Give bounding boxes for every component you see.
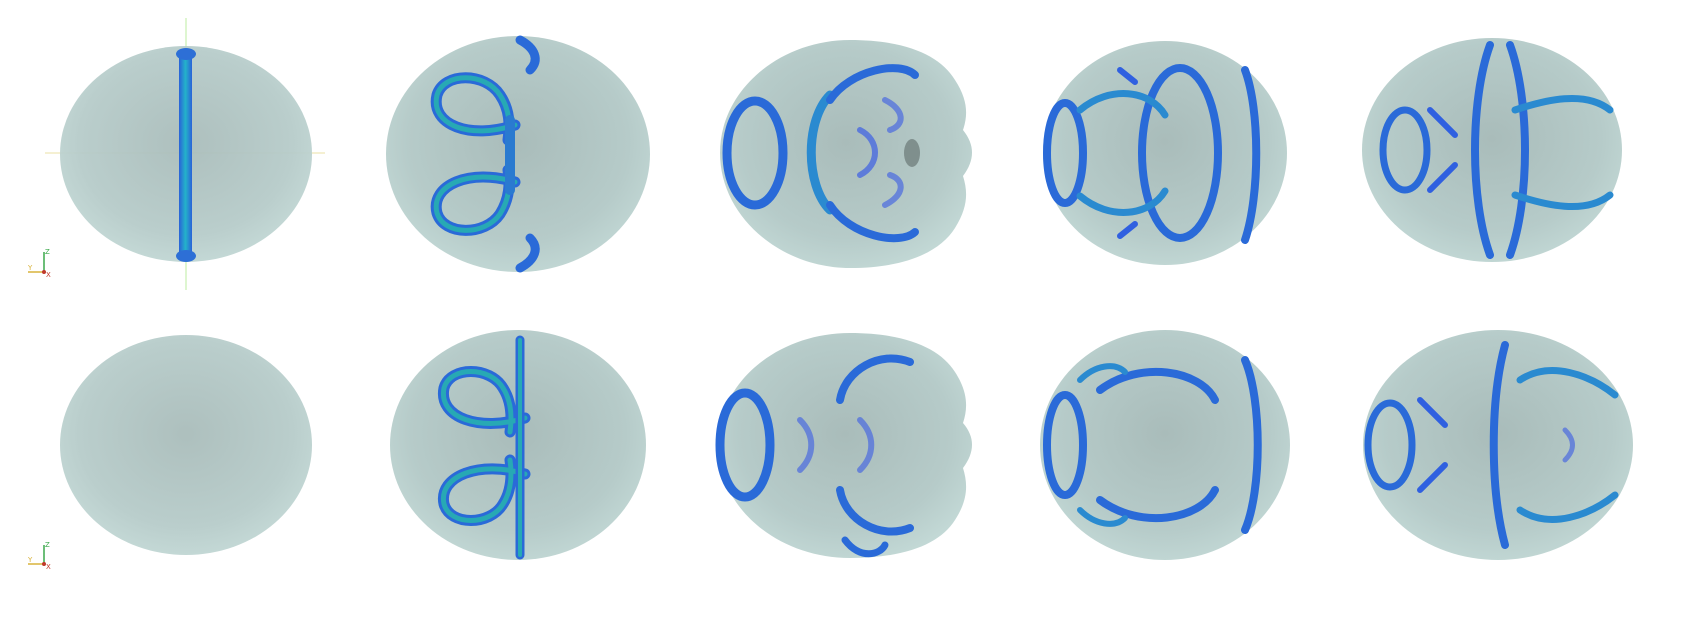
vortex-arc-upper-right [1516, 367, 1619, 399]
vortex-hook-top [515, 35, 540, 75]
droplet-shell [720, 40, 972, 268]
vortex-ring-left [1043, 391, 1087, 499]
vortex-filament-2 [882, 97, 904, 133]
orientation-triad-row2: Z Y X [27, 541, 51, 571]
vortex-ring-left [715, 388, 775, 502]
vortex-ring-cap-bottom [176, 250, 196, 262]
droplet-shell [1363, 330, 1633, 560]
vortex-arc-lower-left [1077, 507, 1128, 527]
droplet-shell [1040, 330, 1290, 560]
vortex-filament-1 [1417, 397, 1448, 428]
droplet-shell [1362, 38, 1622, 262]
y-axis-label: Y [27, 556, 33, 564]
droplet-shell [60, 335, 312, 555]
vortex-arc-lower-right [1511, 191, 1614, 210]
vortex-ring-left [1043, 99, 1087, 207]
vortex-loop-lower-core [441, 457, 528, 523]
panel-row2-col5 [1363, 330, 1633, 560]
vortex-loop-lower-core [433, 167, 518, 233]
vortex-loop-upper-core [433, 75, 518, 143]
vortex-arc-right [1241, 66, 1261, 244]
z-axis-label: Z [45, 541, 50, 549]
y-axis-label: Y [27, 264, 33, 272]
panel-row2-col4 [1040, 330, 1290, 560]
vortex-filament-2 [1427, 162, 1458, 193]
vortex-hook-bottom [515, 233, 540, 273]
vortex-filament-2 [1417, 462, 1448, 493]
vortex-ring-left [722, 96, 788, 210]
vortex-arc-lower [1096, 486, 1219, 523]
vortex-filament-2 [857, 417, 875, 473]
vortex-hook-bottom [841, 536, 889, 558]
vortex-arc-lower [1076, 187, 1169, 216]
x-axis-label: X [46, 271, 51, 279]
x-axis-label: X [46, 563, 51, 571]
vortex-loop-upper-core [440, 369, 528, 435]
vortex-ring-left [1379, 106, 1431, 194]
vortex-filament-3 [882, 172, 904, 208]
panel-row2-col3 [715, 333, 972, 558]
panel-row1-col2 [386, 35, 650, 273]
vortex-filament-2 [1117, 221, 1138, 239]
vortex-filament-1 [1427, 107, 1458, 138]
vortex-filament-1 [797, 417, 815, 473]
vortex-arc-lower [836, 486, 914, 536]
vortex-ring-center [1138, 64, 1222, 242]
orientation-triad-row1: Z Y X [27, 248, 51, 279]
z-axis-label: Z [45, 248, 50, 256]
vortex-arc-center [1489, 341, 1509, 549]
vortex-arc-upper [1096, 367, 1219, 404]
vortex-ring-edge-on [179, 50, 192, 260]
panel-row1-col5 [1362, 38, 1622, 262]
vortex-filament-1 [1117, 67, 1138, 85]
vortex-arc-upper-left [1077, 363, 1128, 383]
x-axis [42, 562, 46, 566]
vortex-filament-3 [1562, 427, 1575, 463]
droplet-shell [386, 36, 650, 272]
droplet-shell [718, 333, 972, 558]
panel-row1-col3 [720, 40, 972, 268]
panel-row1-col1 [45, 18, 325, 290]
vortex-arc-right [1241, 356, 1262, 534]
vortex-ring-left [1364, 399, 1416, 491]
panel-row1-col4 [1043, 41, 1287, 265]
vortex-ring-cap-top [176, 48, 196, 60]
vortex-blob-1 [904, 139, 920, 167]
vortex-arc-center [806, 90, 835, 215]
vortex-arc-lower-right [1516, 491, 1619, 523]
panel-row2-col1 [60, 335, 312, 555]
vortex-arc-upper [836, 354, 914, 404]
vortex-arc-lower [826, 201, 919, 243]
vortex-arc-upper [1076, 90, 1169, 119]
row-1: Z Y X [27, 18, 1622, 290]
panel-row2-col2 [390, 330, 646, 560]
vortex-arc-center-right [1506, 41, 1529, 259]
row-2: Z Y X [27, 330, 1633, 571]
vortex-arc-center-left [1471, 41, 1494, 259]
vortex-filament-1 [857, 127, 878, 178]
vortex-arc-upper [826, 64, 919, 104]
vortex-arc-upper-right [1511, 95, 1614, 114]
x-axis [42, 270, 46, 274]
